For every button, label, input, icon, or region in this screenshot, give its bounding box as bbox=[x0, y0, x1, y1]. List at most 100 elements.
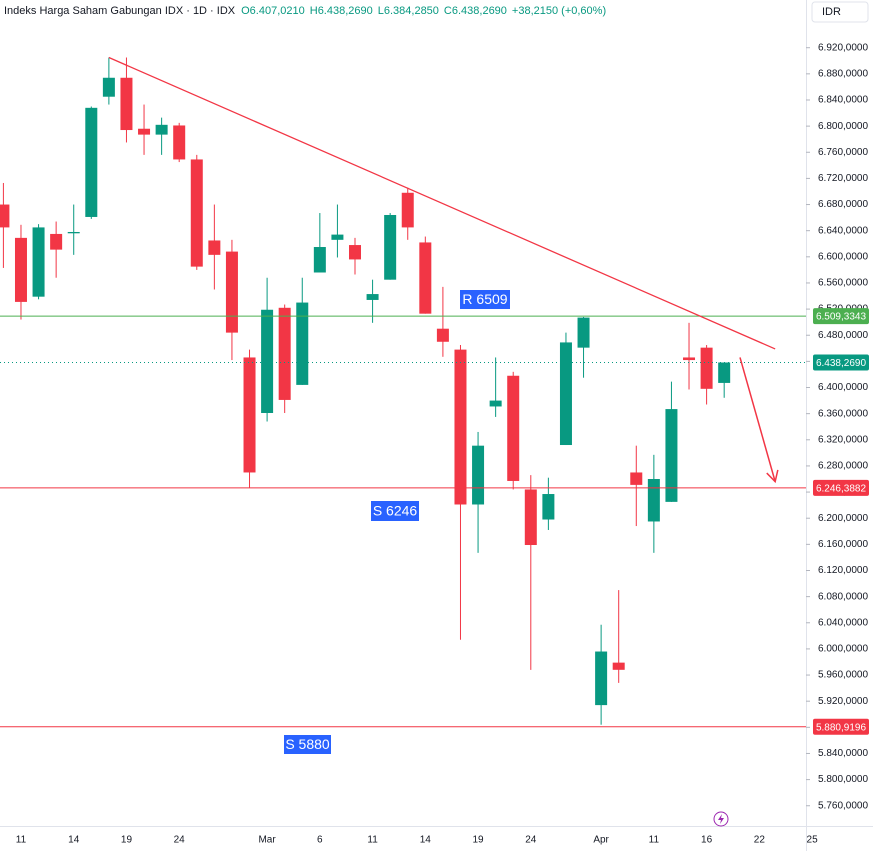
y-tick-label: 6.720,0000 bbox=[818, 173, 868, 184]
header-open: O6.407,0210 bbox=[241, 5, 305, 17]
candle-body bbox=[419, 242, 432, 314]
y-tick-label: 6.840,0000 bbox=[818, 95, 868, 106]
y-tick-label: 5.960,0000 bbox=[818, 670, 868, 681]
currency-box[interactable] bbox=[811, 1, 869, 23]
annotation-box bbox=[460, 290, 510, 309]
candle-body bbox=[0, 204, 10, 228]
candle-body bbox=[700, 347, 713, 389]
candle-body bbox=[454, 349, 467, 505]
x-tick-label: 16 bbox=[701, 835, 713, 846]
y-tick-label: 6.120,0000 bbox=[818, 565, 868, 576]
y-tick-label: 5.920,0000 bbox=[818, 696, 868, 707]
candle-body bbox=[542, 494, 555, 520]
candle-body bbox=[296, 302, 309, 385]
annotation: R 6509 bbox=[462, 291, 507, 307]
candle-body bbox=[595, 651, 608, 706]
y-tick-label: 5.800,0000 bbox=[818, 774, 868, 785]
candle-body bbox=[208, 240, 221, 255]
candle-body bbox=[612, 662, 625, 670]
y-tick-label: 6.880,0000 bbox=[818, 68, 868, 79]
y-tick-label: 5.840,0000 bbox=[818, 748, 868, 759]
annotation: S 5880 bbox=[285, 736, 330, 752]
candle-body bbox=[85, 107, 98, 217]
currency: IDR bbox=[822, 6, 841, 18]
price-badge-label: 6.438,2690 bbox=[816, 358, 866, 369]
y-tick-label: 6.480,0000 bbox=[818, 330, 868, 341]
candle-body bbox=[524, 489, 537, 546]
header-title: Indeks Harga Saham Gabungan IDX · 1D · I… bbox=[4, 5, 236, 17]
price-badge bbox=[813, 718, 869, 735]
candle-body bbox=[313, 247, 326, 273]
y-tick-label: 6.040,0000 bbox=[818, 617, 868, 628]
candle-body bbox=[630, 472, 643, 485]
candle-body bbox=[173, 125, 186, 160]
candle-body bbox=[349, 245, 361, 260]
y-tick-label: 6.400,0000 bbox=[818, 382, 868, 393]
candle-body bbox=[243, 357, 256, 473]
x-tick-label: 11 bbox=[16, 835, 27, 846]
x-tick-label: 14 bbox=[68, 835, 80, 846]
candle-body bbox=[261, 309, 274, 413]
arrow bbox=[739, 357, 776, 482]
candle-body bbox=[489, 400, 502, 407]
price-badge bbox=[813, 479, 869, 496]
candle-body bbox=[331, 234, 344, 240]
x-tick-label: 11 bbox=[649, 835, 660, 846]
price-badge bbox=[813, 354, 869, 371]
y-tick-label: 6.160,0000 bbox=[818, 539, 868, 550]
candle-body bbox=[436, 328, 449, 342]
candle-body bbox=[665, 409, 678, 502]
event-icon[interactable] bbox=[713, 811, 729, 827]
header-close: C6.438,2690 bbox=[444, 5, 507, 17]
candle-body bbox=[225, 251, 238, 333]
trendline bbox=[108, 56, 776, 350]
candle-body bbox=[647, 479, 660, 522]
price-badge-label: 6.246,3882 bbox=[816, 484, 866, 495]
price-badge bbox=[813, 308, 869, 325]
candle-body bbox=[14, 237, 27, 302]
candle-body bbox=[32, 227, 45, 297]
y-tick-label: 6.640,0000 bbox=[818, 225, 868, 236]
header-high: H6.438,2690 bbox=[310, 5, 373, 17]
x-tick-label: 22 bbox=[754, 835, 766, 846]
candle-body bbox=[278, 307, 291, 400]
arrow-head bbox=[766, 469, 779, 484]
header-low: L6.384,2850 bbox=[378, 5, 439, 17]
annotation-box bbox=[284, 735, 331, 754]
price-badge-label: 5.880,9196 bbox=[816, 722, 866, 733]
candle-body bbox=[155, 124, 168, 135]
x-tick-label: 19 bbox=[121, 835, 133, 846]
candle-body bbox=[102, 77, 115, 97]
candle-body bbox=[67, 231, 80, 234]
candle-body bbox=[366, 294, 379, 300]
candle-body bbox=[50, 233, 63, 250]
y-tick-label: 6.920,0000 bbox=[818, 42, 868, 53]
x-tick-label: 14 bbox=[420, 835, 432, 846]
y-tick-label: 6.760,0000 bbox=[818, 147, 868, 158]
header: Indeks Harga Saham Gabungan IDX · 1D · I… bbox=[4, 5, 606, 17]
annotation-box bbox=[371, 501, 419, 521]
candle-body bbox=[472, 445, 485, 505]
overlay: R 6509 S 6246 S 5880 bbox=[0, 56, 806, 754]
y-tick-label: 6.800,0000 bbox=[818, 121, 868, 132]
x-tick-label: 19 bbox=[472, 835, 484, 846]
plot bbox=[0, 57, 731, 725]
annotation: S 6246 bbox=[373, 503, 418, 519]
y-tick-label: 6.280,0000 bbox=[818, 461, 868, 472]
candle-body bbox=[190, 159, 203, 267]
x-tick-label: Mar bbox=[258, 835, 276, 846]
event-icon-bolt bbox=[718, 814, 724, 824]
header-change: +38,2150 (+0,60%) bbox=[512, 5, 606, 17]
candle-body bbox=[384, 214, 397, 280]
header-bg bbox=[0, 0, 470, 20]
x-tick-label: 6 bbox=[317, 835, 323, 846]
y-tick-label: 6.320,0000 bbox=[818, 434, 868, 445]
y-tick-label: 6.560,0000 bbox=[818, 278, 868, 289]
candle-body bbox=[507, 375, 520, 481]
candle-body bbox=[577, 317, 590, 348]
price-badge-label: 6.509,3343 bbox=[816, 312, 866, 323]
y-tick-label: 6.200,0000 bbox=[818, 513, 868, 524]
y-tick-label: 6.000,0000 bbox=[818, 644, 868, 655]
